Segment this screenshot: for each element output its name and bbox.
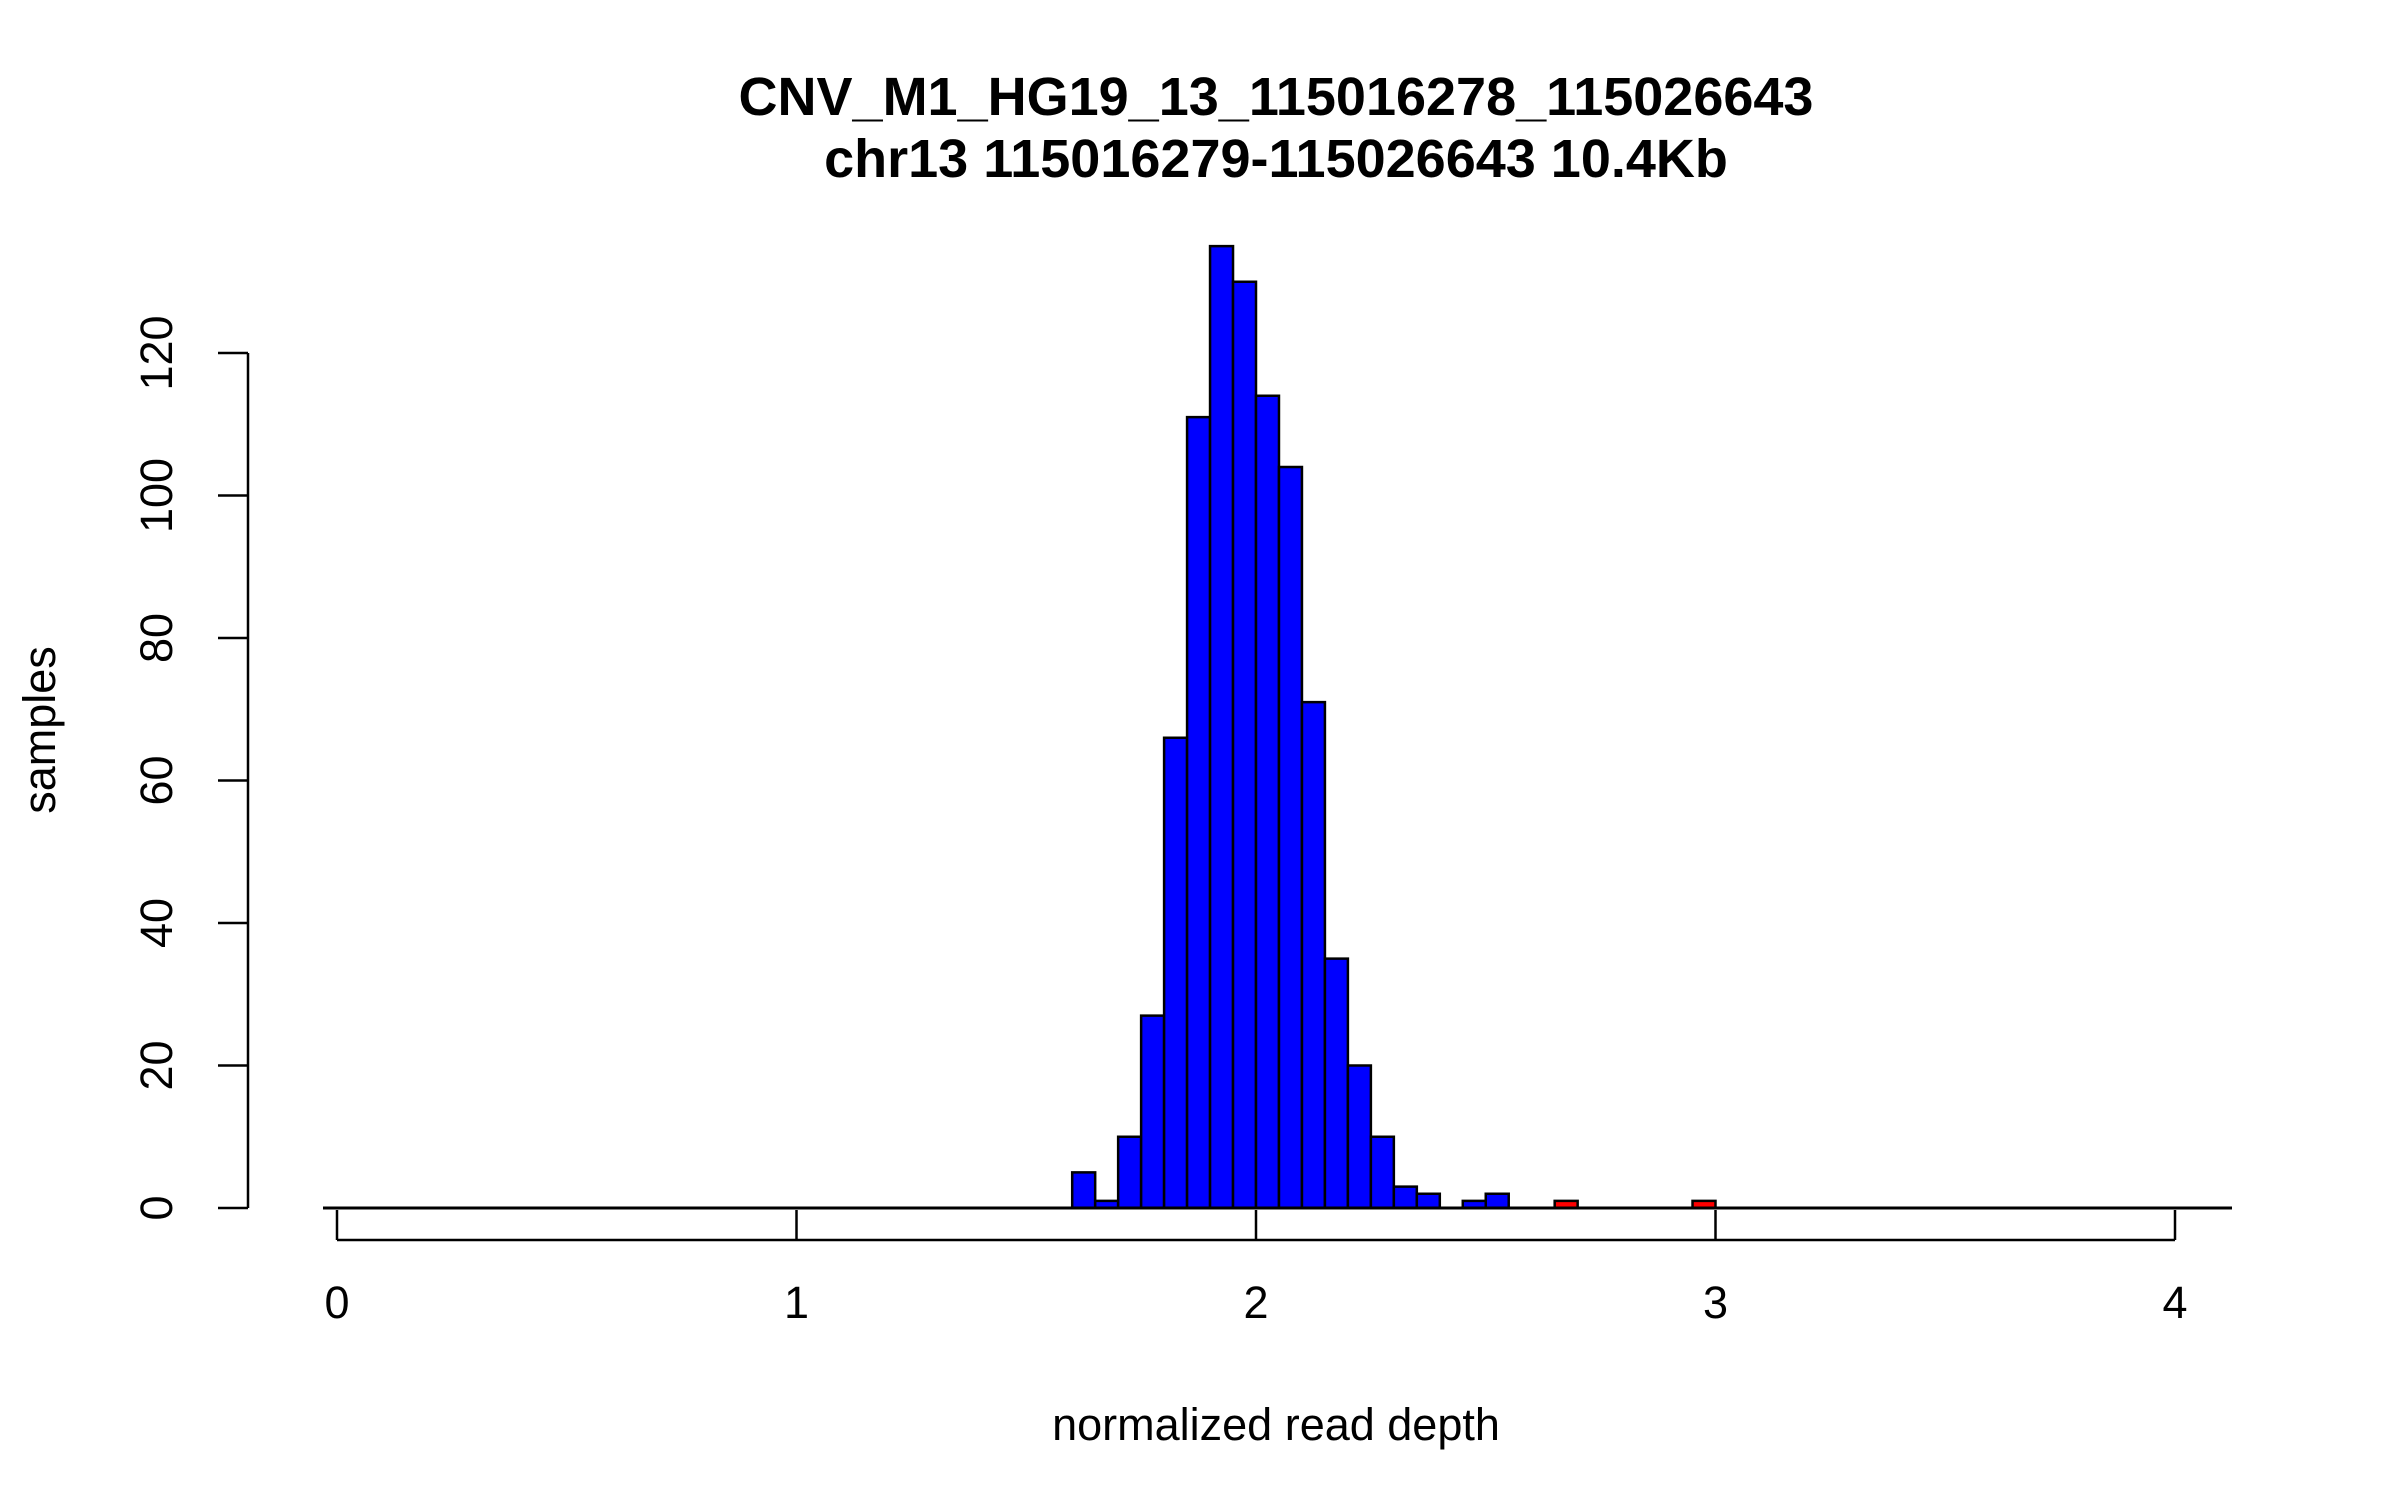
y-tick-label: 0	[131, 1195, 182, 1220]
histogram-bar	[1116, 1135, 1143, 1210]
histogram-bar	[1415, 1192, 1442, 1210]
y-tick-label: 120	[131, 315, 182, 390]
y-tick-label: 100	[131, 458, 182, 533]
histogram-bar	[1139, 1014, 1166, 1210]
x-axis: 0 1 2 3 4	[324, 1210, 2188, 1328]
histogram-bars	[1070, 244, 1717, 1210]
x-tick-label: 3	[1703, 1277, 1728, 1328]
x-axis-label: normalized read depth	[1052, 1399, 1500, 1450]
y-tick-label: 60	[131, 755, 182, 805]
histogram-bar	[1484, 1192, 1510, 1210]
chart-title: CNV_M1_HG19_13_115016278_115026643	[739, 67, 1814, 127]
y-tick-label: 80	[131, 613, 182, 663]
histogram-bar	[1162, 736, 1189, 1210]
histogram-bar	[1208, 244, 1235, 1210]
x-tick-label: 1	[784, 1277, 809, 1328]
histogram-bar	[1323, 957, 1350, 1210]
histogram-bar	[1392, 1185, 1419, 1210]
x-tick-label: 2	[1243, 1277, 1268, 1328]
y-tick-label: 40	[131, 898, 182, 948]
histogram-bar	[1369, 1135, 1396, 1210]
histogram-bar	[1277, 465, 1304, 1210]
histogram-bar	[1346, 1064, 1373, 1210]
histogram-bar	[1254, 394, 1281, 1210]
y-axis: 0 20 40 60 80 100 120	[131, 315, 250, 1221]
y-tick-label: 20	[131, 1040, 182, 1090]
histogram-bar	[1300, 700, 1327, 1210]
histogram-bar	[1231, 280, 1258, 1210]
chart-subtitle: chr13 115016279-115026643 10.4Kb	[824, 129, 1728, 189]
x-tick-label: 0	[324, 1277, 349, 1328]
y-axis-label: samples	[14, 646, 65, 814]
histogram-bar	[1070, 1171, 1097, 1210]
x-tick-label: 4	[2162, 1277, 2187, 1328]
histogram-bar	[1185, 415, 1212, 1210]
